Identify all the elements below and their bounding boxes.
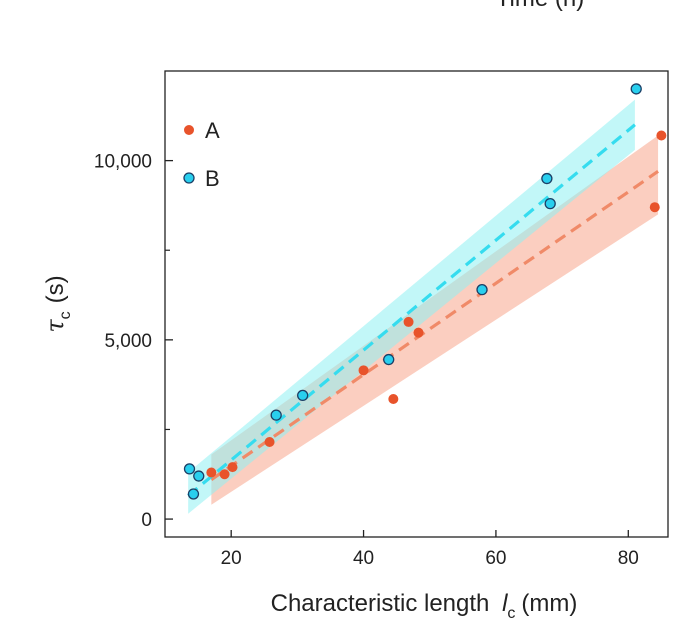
y-tick-label: 10,000 bbox=[94, 152, 152, 173]
x-axis-label: Characteristic length lc (mm) bbox=[271, 590, 578, 622]
data-point-b bbox=[297, 389, 309, 402]
axis-ticks bbox=[165, 159, 629, 537]
y-axis-label-symbol: τ bbox=[41, 319, 69, 333]
confidence-bands bbox=[188, 99, 659, 514]
plot-frame bbox=[164, 70, 669, 538]
legend: AB bbox=[183, 118, 220, 191]
data-point-b bbox=[187, 488, 200, 500]
data-point-a bbox=[219, 469, 230, 480]
fit-line-b bbox=[187, 123, 636, 498]
data-point-b bbox=[476, 284, 488, 296]
y-axis-label-subscript: c bbox=[57, 311, 74, 319]
fit-line-a bbox=[210, 170, 659, 481]
confidence-band-b bbox=[188, 99, 635, 514]
data-point-a bbox=[388, 393, 399, 404]
data-point-b bbox=[270, 409, 282, 421]
data-point-b bbox=[383, 353, 395, 366]
data-point-a bbox=[206, 467, 217, 478]
data-point-a bbox=[264, 437, 275, 448]
x-tick-label: 80 bbox=[618, 548, 639, 569]
legend-label-b: B bbox=[205, 166, 220, 191]
x-axis-label-unit: (mm) bbox=[521, 590, 577, 617]
data-point-a bbox=[413, 327, 424, 338]
data-point-b bbox=[544, 197, 556, 210]
x-axis-label-symbol: l bbox=[502, 590, 508, 617]
data-points bbox=[183, 83, 667, 500]
data-point-b bbox=[183, 463, 196, 475]
legend-marker-b bbox=[183, 172, 195, 184]
data-point-a bbox=[649, 202, 660, 213]
y-axis-label: τc (s) bbox=[41, 275, 74, 332]
y-axis-label-unit: (s) bbox=[42, 275, 69, 303]
x-tick-label: 60 bbox=[485, 548, 506, 569]
x-tick-label: 40 bbox=[353, 548, 374, 569]
data-point-a bbox=[656, 130, 667, 141]
data-point-b bbox=[630, 83, 642, 95]
data-point-b bbox=[193, 470, 205, 482]
y-tick-label: 0 bbox=[141, 510, 152, 531]
x-axis-label-text: Characteristic length bbox=[271, 590, 490, 617]
x-axis-label-subscript: c bbox=[507, 605, 515, 622]
fit-lines bbox=[187, 123, 659, 498]
y-tick-label: 5,000 bbox=[104, 331, 152, 352]
data-point-a bbox=[358, 365, 369, 376]
data-point-b bbox=[541, 172, 553, 185]
legend-marker-a bbox=[184, 125, 194, 135]
confidence-band-a bbox=[211, 135, 659, 505]
x-tick-label: 20 bbox=[221, 548, 242, 569]
axis-tick-labels: 20 40 60 80 0 5,000 10,000 bbox=[94, 152, 639, 569]
legend-label-a: A bbox=[205, 118, 220, 143]
top-partial-title: Time (h) bbox=[496, 0, 584, 12]
data-point-a bbox=[227, 462, 238, 473]
data-point-a bbox=[403, 316, 414, 327]
